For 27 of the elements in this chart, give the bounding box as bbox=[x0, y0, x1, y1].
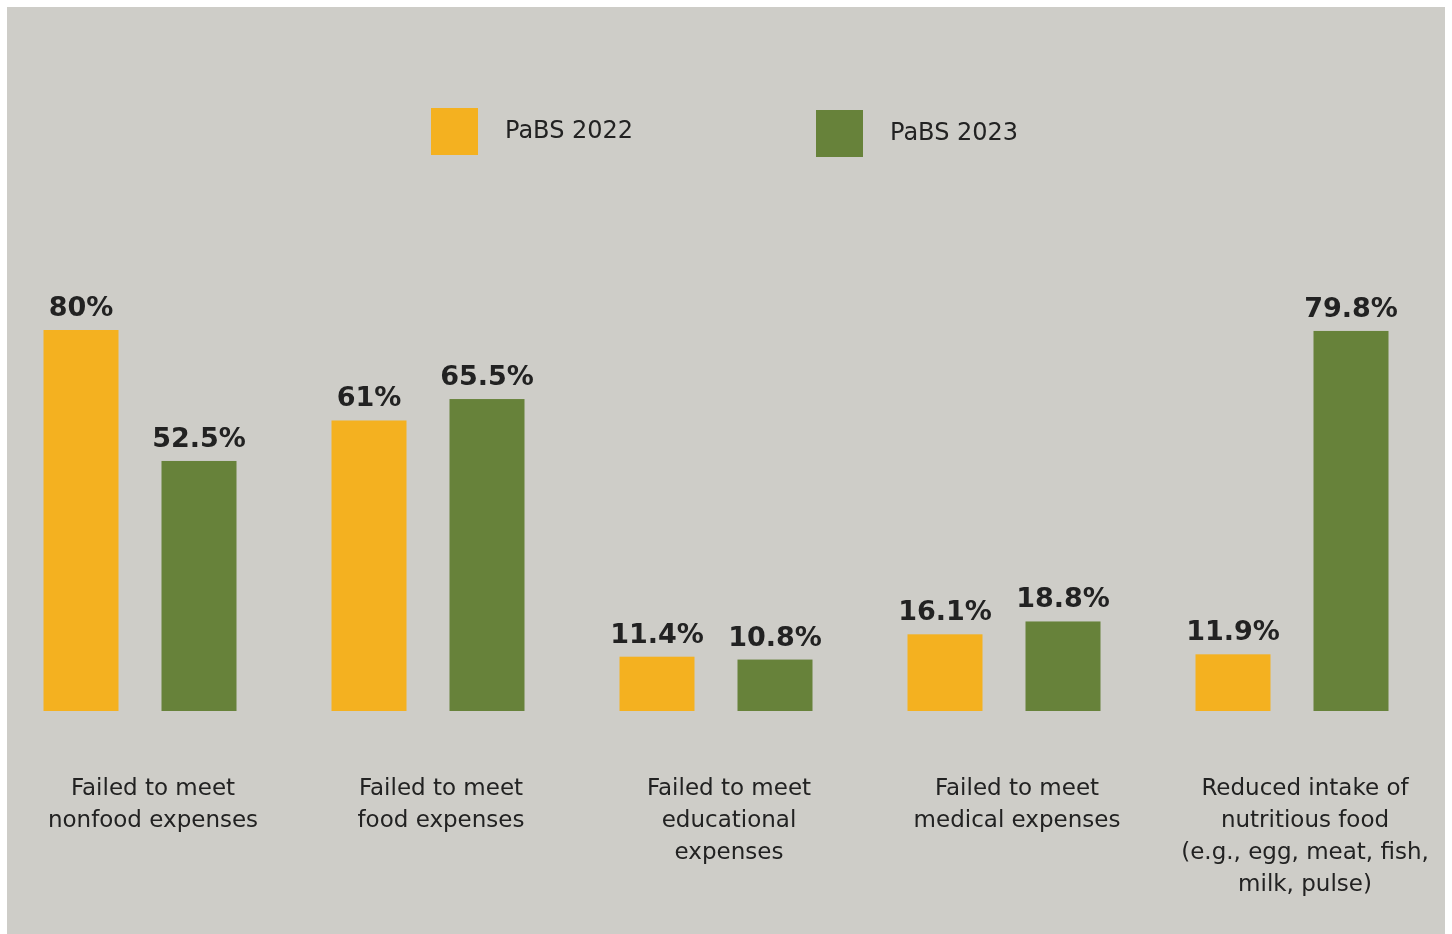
x-tick-label: Failed to meet nonfood expenses bbox=[47, 774, 259, 832]
bar bbox=[161, 460, 237, 711]
data-label: 11.4% bbox=[610, 617, 704, 649]
bar bbox=[619, 656, 695, 711]
x-tick-label: Failed to meet medical expenses bbox=[913, 774, 1121, 832]
bar bbox=[331, 420, 407, 711]
bar bbox=[737, 659, 813, 711]
data-label: 79.8% bbox=[1304, 291, 1398, 323]
x-tick-label: Failed to meet food expenses bbox=[357, 774, 525, 832]
data-label: 11.9% bbox=[1186, 615, 1280, 647]
legend-label: PaBS 2023 bbox=[890, 118, 1019, 146]
data-label: 61% bbox=[336, 381, 402, 413]
x-tick-label: Failed to meet educational expenses bbox=[646, 774, 812, 864]
data-label: 65.5% bbox=[440, 360, 534, 392]
x-tick-label: Reduced intake of nutritious food (e.g., egg, meat, fish, milk, pulse) bbox=[1181, 774, 1429, 896]
bar bbox=[1195, 654, 1271, 711]
bar bbox=[449, 399, 525, 711]
data-label: 16.1% bbox=[898, 595, 992, 627]
bar bbox=[43, 330, 119, 711]
data-label: 18.8% bbox=[1016, 582, 1110, 614]
data-label: 80% bbox=[48, 291, 114, 322]
bar bbox=[907, 634, 983, 711]
data-label: 10.8% bbox=[728, 620, 822, 652]
data-label: 52.5% bbox=[152, 421, 246, 453]
legend-label: PaBS 2022 bbox=[505, 116, 634, 144]
bar bbox=[1313, 330, 1389, 711]
bar bbox=[1025, 621, 1101, 711]
